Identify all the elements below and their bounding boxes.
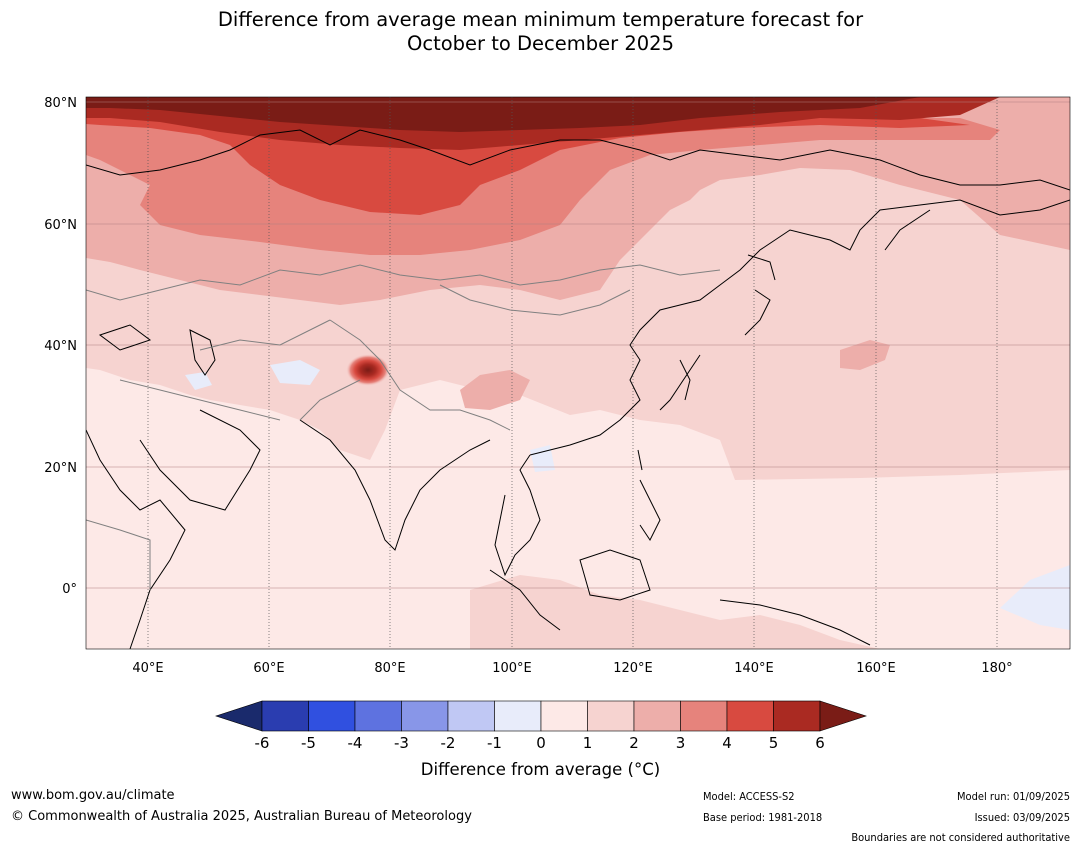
- colorbar-segment: [354, 700, 402, 732]
- colorbar-extend-high: [819, 700, 867, 732]
- lat-label-60n: 60°N: [44, 218, 77, 233]
- forecast-map: 80°N 60°N 40°N 20°N 0° 40°E 60°E 80°E 10…: [44, 96, 1071, 676]
- graticule: [147, 97, 998, 649]
- border-africa: [86, 519, 151, 590]
- colorbar-tick-label: 0: [536, 734, 546, 752]
- model-run-text: Model run: 01/09/2025: [957, 790, 1070, 803]
- parallels: [86, 101, 1070, 589]
- colorbar-segment: [308, 700, 356, 732]
- colorbar-tick-label: -6: [255, 734, 270, 752]
- colorbar-tick-label: 1: [583, 734, 593, 752]
- colorbar-title: Difference from average (°C): [420, 760, 661, 779]
- colorbar-extend-low: [215, 700, 263, 732]
- copyright-text: © Commonwealth of Australia 2025, Austra…: [11, 809, 472, 824]
- colorbar-segment: [587, 700, 635, 732]
- anomaly-band-neg-1-0-indochina: [530, 445, 555, 472]
- map-title: Difference from average mean minimum tem…: [217, 8, 864, 55]
- anomaly-band-neg-1-0-iran: [185, 372, 212, 390]
- colorbar-tick-label: -4: [348, 734, 363, 752]
- colorbar-segment: [726, 700, 774, 732]
- border-mongolia: [439, 284, 631, 316]
- anomaly-band-neg-1-0-asia: [270, 360, 320, 385]
- coastline-africa-east: [86, 429, 186, 649]
- colorbar-tick-label: -5: [301, 734, 316, 752]
- coastline-black-sea: [98, 324, 152, 351]
- colorbar-segment: [773, 700, 821, 732]
- lat-label-40n: 40°N: [44, 339, 77, 354]
- colorbar-segment: [261, 700, 309, 732]
- border-russia-south: [86, 264, 721, 301]
- anomaly-hotspot: [346, 354, 390, 386]
- border-middle-east: [119, 379, 281, 421]
- colorbar-tick-label: -3: [394, 734, 409, 752]
- lon-label-180: 180°: [981, 661, 1012, 676]
- lon-label-40e: 40°E: [132, 661, 163, 676]
- colorbar-tick-label: -1: [487, 734, 502, 752]
- border-central-asia: [199, 319, 331, 351]
- lon-label-100e: 100°E: [492, 661, 532, 676]
- coastline-korea: [679, 359, 691, 401]
- coastline-sakhalin-kamchatka: [747, 209, 931, 281]
- coastline-india: [299, 419, 491, 551]
- colorbar-ticks: -6 -5 -4 -3 -2 -1 0 1 2 3 4 5 6: [255, 734, 825, 752]
- coastlines: [86, 129, 1070, 649]
- colorbar-segments: [215, 700, 867, 732]
- model-text: Model: ACCESS-S2: [703, 790, 795, 803]
- lon-label-120e: 120°E: [613, 661, 653, 676]
- coastline-arctic: [86, 129, 1070, 191]
- colorbar-tick-label: 4: [722, 734, 732, 752]
- lat-label-0: 0°: [62, 582, 77, 597]
- colorbar-segment: [633, 700, 681, 732]
- colorbar-segment: [494, 700, 542, 732]
- disclaimer-text: Boundaries are not considered authoritat…: [851, 831, 1070, 844]
- coastline-arabia: [139, 409, 261, 511]
- coastline-borneo: [579, 549, 651, 601]
- colorbar-segment: [680, 700, 728, 732]
- lon-label-80e: 80°E: [374, 661, 405, 676]
- coastline-taiwan: [637, 449, 643, 471]
- colorbar-tick-label: -2: [441, 734, 456, 752]
- anomaly-band-over-6: [86, 97, 920, 132]
- coastline-sumatra: [489, 569, 561, 631]
- anomaly-field: [86, 97, 1070, 649]
- lon-label-160e: 160°E: [856, 661, 896, 676]
- coastline-indochina: [494, 454, 541, 577]
- lon-label-140e: 140°E: [734, 661, 774, 676]
- colorbar-tick-label: 6: [815, 734, 825, 752]
- lon-label-60e: 60°E: [253, 661, 284, 676]
- coastline-new-guinea: [719, 599, 871, 646]
- map-frame: [85, 96, 1071, 650]
- colorbar-segment: [447, 700, 495, 732]
- border-china-west: [329, 319, 511, 431]
- anomaly-band-2-3-tibet: [460, 370, 530, 410]
- colorbar-tick-label: 2: [629, 734, 639, 752]
- colorbar: -6 -5 -4 -3 -2 -1 0 1 2 3 4 5 6: [215, 700, 867, 752]
- website-link[interactable]: www.bom.gov.au/climate: [11, 788, 175, 803]
- anomaly-band-2-3-east: [840, 340, 890, 370]
- coastline-caspian: [189, 329, 216, 376]
- country-borders: [86, 264, 721, 590]
- coastline-philippines: [639, 479, 661, 541]
- lat-label-20n: 20°N: [44, 461, 77, 476]
- anomaly-band-neg-1-0-pacific: [1000, 565, 1070, 630]
- colorbar-tick-label: 5: [769, 734, 779, 752]
- base-period-text: Base period: 1981-2018: [703, 811, 823, 824]
- colorbar-segment: [401, 700, 449, 732]
- issued-text: Issued: 03/09/2025: [974, 811, 1070, 824]
- border-india-pakistan: [299, 379, 361, 421]
- colorbar-segment: [540, 700, 588, 732]
- lat-label-80n: 80°N: [44, 96, 77, 111]
- coastline-pacific-northwest: [529, 199, 1070, 456]
- colorbar-tick-label: 3: [676, 734, 686, 752]
- coastline-japan: [659, 289, 771, 411]
- anomaly-band-1-2-south: [470, 575, 880, 649]
